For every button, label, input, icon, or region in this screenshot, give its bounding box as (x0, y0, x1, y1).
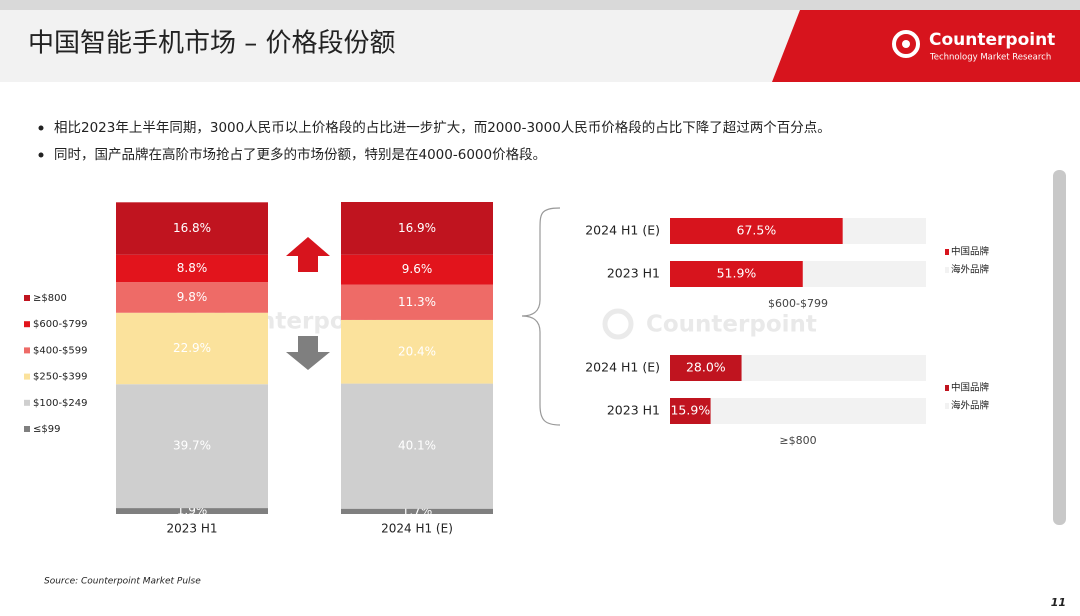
legend-label: 海外品牌 (951, 264, 990, 276)
bullet-dot (38, 125, 44, 131)
source: Source: Counterpoint Market Pulse (44, 577, 201, 587)
value-label: 40.1% (398, 439, 436, 453)
legend-swatch (24, 321, 30, 328)
bar-segment (341, 319, 493, 384)
bar-segment (802, 261, 926, 287)
legend-swatch (24, 426, 30, 432)
logo-icon (892, 30, 920, 58)
up-arrow (286, 237, 330, 272)
legend-swatch (24, 295, 30, 301)
y-tick-label: 2024 H1 (E) (585, 360, 660, 375)
legend-label: 中国品牌 (951, 382, 990, 394)
value-label: 16.9% (398, 221, 436, 235)
legend-swatch (24, 399, 30, 406)
bar-segment (116, 312, 268, 385)
legend-label: $600-$799 (33, 319, 88, 330)
bar-segment (116, 202, 268, 255)
bar-segment (116, 384, 268, 509)
value-label: 8.8% (177, 261, 208, 275)
bar-segment (116, 508, 268, 514)
bar-segment (670, 218, 843, 244)
legend-swatch (945, 267, 949, 273)
chart-title: ≥$800 (779, 434, 816, 447)
bar-segment (670, 355, 742, 381)
legend-label: $400-$599 (33, 345, 88, 356)
y-tick-label: 2024 H1 (E) (585, 223, 660, 238)
bar-segment (670, 398, 711, 424)
logo-dot (902, 40, 910, 48)
bullet: 相比2023年上半年同期，3000人民币以上价格段的占比进一步扩大，而2000-… (54, 120, 831, 136)
value-label: 39.7% (173, 439, 211, 453)
watermark-icon (602, 308, 634, 340)
bar-segment (341, 284, 493, 320)
bar-segment (341, 383, 493, 509)
x-tick-label: 2024 H1 (E) (381, 522, 453, 536)
bar-segment (741, 355, 926, 381)
down-arrow (286, 336, 330, 370)
legend-label: 海外品牌 (951, 400, 990, 412)
value-label: 67.5% (737, 223, 777, 238)
x-tick-label: 2023 H1 (166, 522, 217, 536)
chart-title: $600-$799 (768, 297, 828, 310)
value-label: 9.8% (177, 290, 208, 304)
legend-swatch (945, 403, 949, 409)
slide-title: 中国智能手机市场 – 价格段份额 (28, 29, 396, 59)
bar-segment (341, 202, 493, 255)
bar-segment (116, 282, 268, 313)
watermark-text: Counterpoint (646, 312, 817, 338)
top-strip (0, 0, 1080, 10)
legend-label: ≤$99 (33, 424, 60, 435)
value-label: 9.6% (402, 262, 433, 276)
y-tick-label: 2023 H1 (607, 403, 660, 418)
legend-label: 中国品牌 (951, 246, 990, 258)
y-tick-label: 2023 H1 (607, 266, 660, 281)
legend-label: ≥$800 (33, 293, 67, 304)
legend-swatch (24, 347, 30, 354)
bar-segment (341, 508, 493, 514)
bar-segment (842, 218, 926, 244)
value-label: 11.3% (398, 295, 436, 309)
page-number: 11 (1051, 596, 1066, 609)
value-label: 20.4% (398, 344, 436, 358)
bar-segment (341, 254, 493, 285)
value-label: 15.9% (670, 403, 710, 418)
legend-label: $250-$399 (33, 372, 88, 383)
logo-tagline: Technology Market Research (929, 53, 1051, 63)
bullet: 同时，国产品牌在高阶市场抢占了更多的市场份额，特别是在4000-6000价格段。 (54, 146, 546, 163)
bar-segment (670, 261, 803, 287)
legend-swatch (945, 385, 949, 391)
value-label: 16.8% (173, 221, 211, 235)
brace (521, 207, 561, 426)
value-label: 28.0% (686, 360, 726, 375)
value-label: 22.9% (173, 341, 211, 355)
scrollbar (1053, 170, 1066, 525)
legend-label: $100-$249 (33, 398, 88, 409)
legend-swatch (24, 373, 30, 380)
bullet-dot (38, 152, 44, 158)
header-accent (772, 10, 1080, 82)
value-label: 51.9% (717, 266, 757, 281)
bar-segment (710, 398, 926, 424)
bar-segment (116, 254, 268, 283)
logo-text: Counterpoint (929, 30, 1055, 50)
legend-swatch (945, 249, 949, 255)
